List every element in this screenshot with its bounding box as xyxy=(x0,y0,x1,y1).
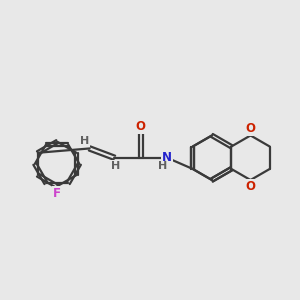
Text: H: H xyxy=(111,161,120,171)
Text: H: H xyxy=(158,161,167,171)
Text: O: O xyxy=(245,180,256,193)
Text: F: F xyxy=(53,187,61,200)
Text: H: H xyxy=(80,136,90,146)
Text: O: O xyxy=(136,120,146,133)
Text: O: O xyxy=(245,122,256,135)
Text: N: N xyxy=(162,151,172,164)
